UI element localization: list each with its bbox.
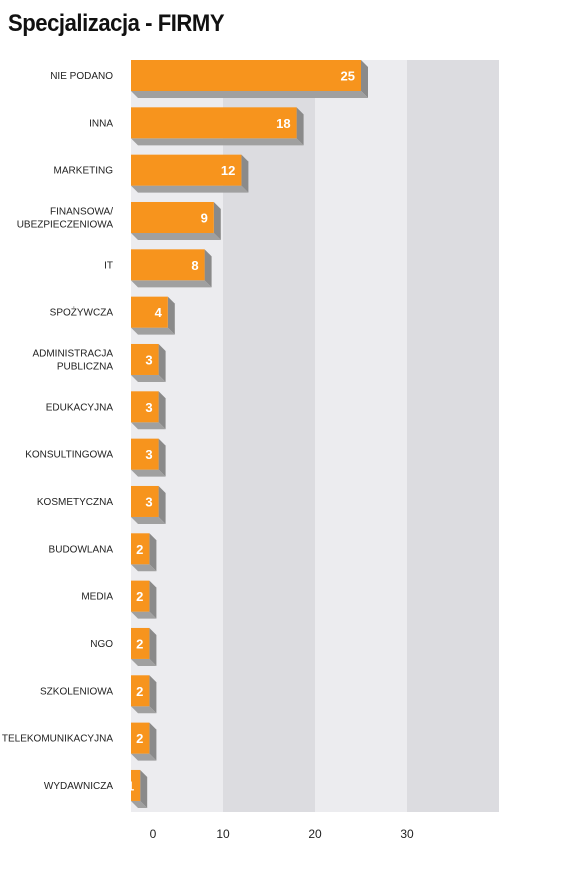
bar-bottom [131,327,175,335]
bar-side [140,769,148,808]
bar-side [158,343,166,382]
bar-side [149,580,157,619]
bar [131,343,159,375]
grid-band [407,60,499,812]
category-label: WYDAWNICZA [44,781,113,792]
bar [131,296,168,328]
bar-bottom [131,564,157,572]
bar [131,201,214,233]
category-label: IT [104,260,113,271]
bar-side [158,485,166,524]
category-label: EDUKACYJNA [46,402,114,413]
bar [131,485,159,517]
category-label: MARKETING [54,166,114,177]
bar-bottom [131,469,166,477]
bar-bottom [131,374,166,382]
bar-bottom [131,138,304,146]
chart-title: Specjalizacja - FIRMY [8,10,225,37]
bar-bottom [131,611,157,619]
x-tick-label: 0 [150,827,157,841]
x-tick-label: 20 [308,827,322,841]
bar [131,438,159,470]
bar-bottom [131,91,368,98]
category-label: ADMINISTRACJA PUBLICZNA [32,348,113,372]
bar [131,60,361,91]
bar-value-label: 12 [221,163,235,178]
bar [131,249,205,281]
bar-value-label: 2 [136,684,143,699]
bar-value-label: 4 [155,305,163,320]
bar-bottom [131,516,166,524]
bar-side [296,107,304,146]
bar-side [149,675,157,714]
bar-bottom [131,753,157,761]
bar [131,580,150,612]
grid-band [315,60,407,812]
bar [131,107,297,139]
bar-side [213,201,221,240]
bar-value-label: 3 [145,447,152,462]
category-label: INNA [89,118,113,129]
category-label: TELEKOMUNIKACYJNA [2,734,113,745]
bar-side [149,627,157,666]
bar-value-label: 3 [145,352,152,367]
bar [131,722,150,754]
bar [131,154,242,186]
bar-bottom [131,658,157,666]
category-label: NIE PODANO [50,71,113,82]
bar-side [241,154,249,193]
bar-side [361,60,368,98]
bar [131,533,150,565]
bar-bottom [131,800,148,808]
category-label: KOSMETYCZNA [37,497,113,508]
category-label: FINANSOWA/UBEZPIECZENIOWA [17,206,114,230]
bar-value-label: 18 [276,116,290,131]
category-label: MEDIA [81,592,113,603]
bar [131,627,150,659]
x-tick-label: 30 [400,827,414,841]
bar-side [149,722,157,761]
bar-side [149,533,157,572]
bar-value-label: 8 [191,258,198,273]
bar-value-label: 1 [127,778,134,793]
bar [131,675,150,707]
bar-value-label: 2 [136,542,143,557]
bar-value-label: 3 [145,494,152,509]
category-label: KONSULTINGOWA [25,450,113,461]
bar [131,391,159,423]
bar-value-label: 9 [201,210,208,225]
bar-bottom [131,280,212,288]
bar-value-label: 3 [145,400,152,415]
bar-side [158,391,166,430]
category-label: BUDOWLANA [49,544,114,555]
bar-bottom [131,422,166,430]
bar-value-label: 2 [136,636,143,651]
bar-bottom [131,232,221,240]
bar-value-label: 2 [136,589,143,604]
bar [131,769,141,801]
bar-bottom [131,185,249,193]
bar-side [204,249,212,288]
x-tick-label: 10 [216,827,230,841]
category-label: SZKOLENIOWA [40,686,113,697]
category-label: NGO [90,639,113,650]
bar-value-label: 2 [136,731,143,746]
bar-value-label: 25 [341,69,355,84]
bar-side [167,296,175,335]
bar-side [158,438,166,477]
bar-bottom [131,706,157,714]
category-label: SPOŻYWCZA [50,306,114,319]
